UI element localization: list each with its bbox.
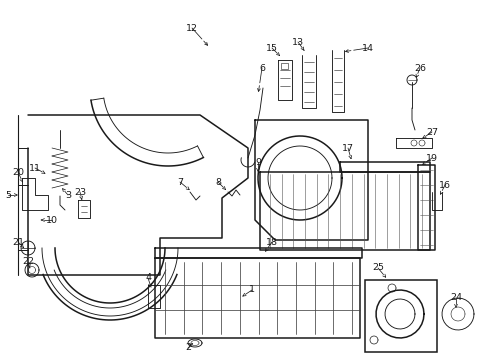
Text: 12: 12	[185, 23, 198, 32]
Bar	[364, 280, 436, 352]
Text: 22: 22	[22, 257, 34, 266]
Text: 26: 26	[413, 63, 425, 72]
Text: 16: 16	[438, 180, 450, 189]
Text: 11: 11	[29, 163, 41, 172]
Text: 17: 17	[341, 144, 353, 153]
Text: 27: 27	[425, 127, 437, 136]
Text: 25: 25	[371, 264, 383, 273]
Text: 8: 8	[215, 177, 221, 186]
Text: 18: 18	[265, 238, 278, 247]
Text: 24: 24	[449, 293, 461, 302]
Text: 3: 3	[65, 190, 71, 199]
Text: 19: 19	[425, 153, 437, 162]
Text: 7: 7	[177, 177, 183, 186]
Text: 4: 4	[145, 274, 151, 283]
Text: 15: 15	[265, 44, 278, 53]
Text: 6: 6	[259, 63, 264, 72]
Text: 2: 2	[184, 343, 191, 352]
Text: 9: 9	[254, 158, 261, 166]
Text: 14: 14	[361, 44, 373, 53]
Bar	[281, 63, 287, 69]
Text: 10: 10	[46, 216, 58, 225]
Text: 5: 5	[5, 190, 11, 199]
Text: 20: 20	[12, 167, 24, 176]
Text: 21: 21	[12, 238, 24, 247]
Text: 1: 1	[248, 285, 254, 294]
Text: 23: 23	[74, 188, 86, 197]
Text: 13: 13	[291, 37, 304, 46]
